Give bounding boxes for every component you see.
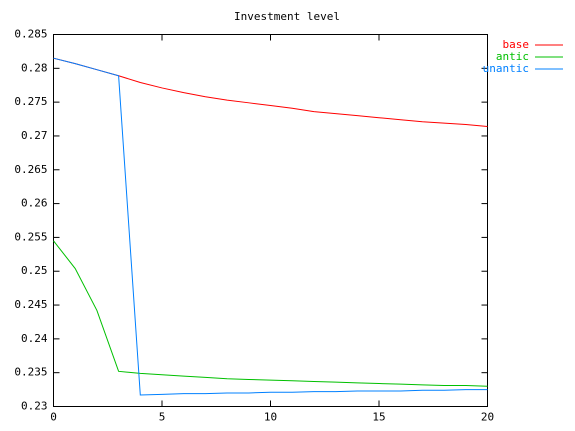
plot-frame [53,34,488,407]
y-tick-label: 0.27 [21,129,48,142]
x-tick-label: 20 [481,411,494,424]
y-tick-label: 0.23 [21,400,48,413]
chart-title: Investment level [234,10,340,23]
x-tick-label: 0 [50,411,57,424]
y-tick-label: 0.285 [14,28,47,41]
y-tick-label: 0.245 [14,298,47,311]
y-tick-label: 0.265 [14,163,47,176]
y-tick-label: 0.255 [14,230,47,243]
series-line [53,57,488,127]
y-tick-label: 0.24 [21,332,48,345]
x-tick-label: 15 [372,411,385,424]
y-tick-label: 0.26 [21,197,48,210]
y-tick-label: 0.235 [14,366,47,379]
series-line [53,240,488,387]
legend-label: unantic [483,62,529,75]
x-tick-label: 5 [159,411,166,424]
legend-label: base [503,38,530,51]
y-tick-label: 0.28 [21,61,48,74]
y-tick-label: 0.25 [21,264,48,277]
x-tick-label: 10 [264,411,277,424]
y-tick-label: 0.275 [14,95,47,108]
legend-label: antic [496,50,529,63]
series-line [53,57,488,396]
